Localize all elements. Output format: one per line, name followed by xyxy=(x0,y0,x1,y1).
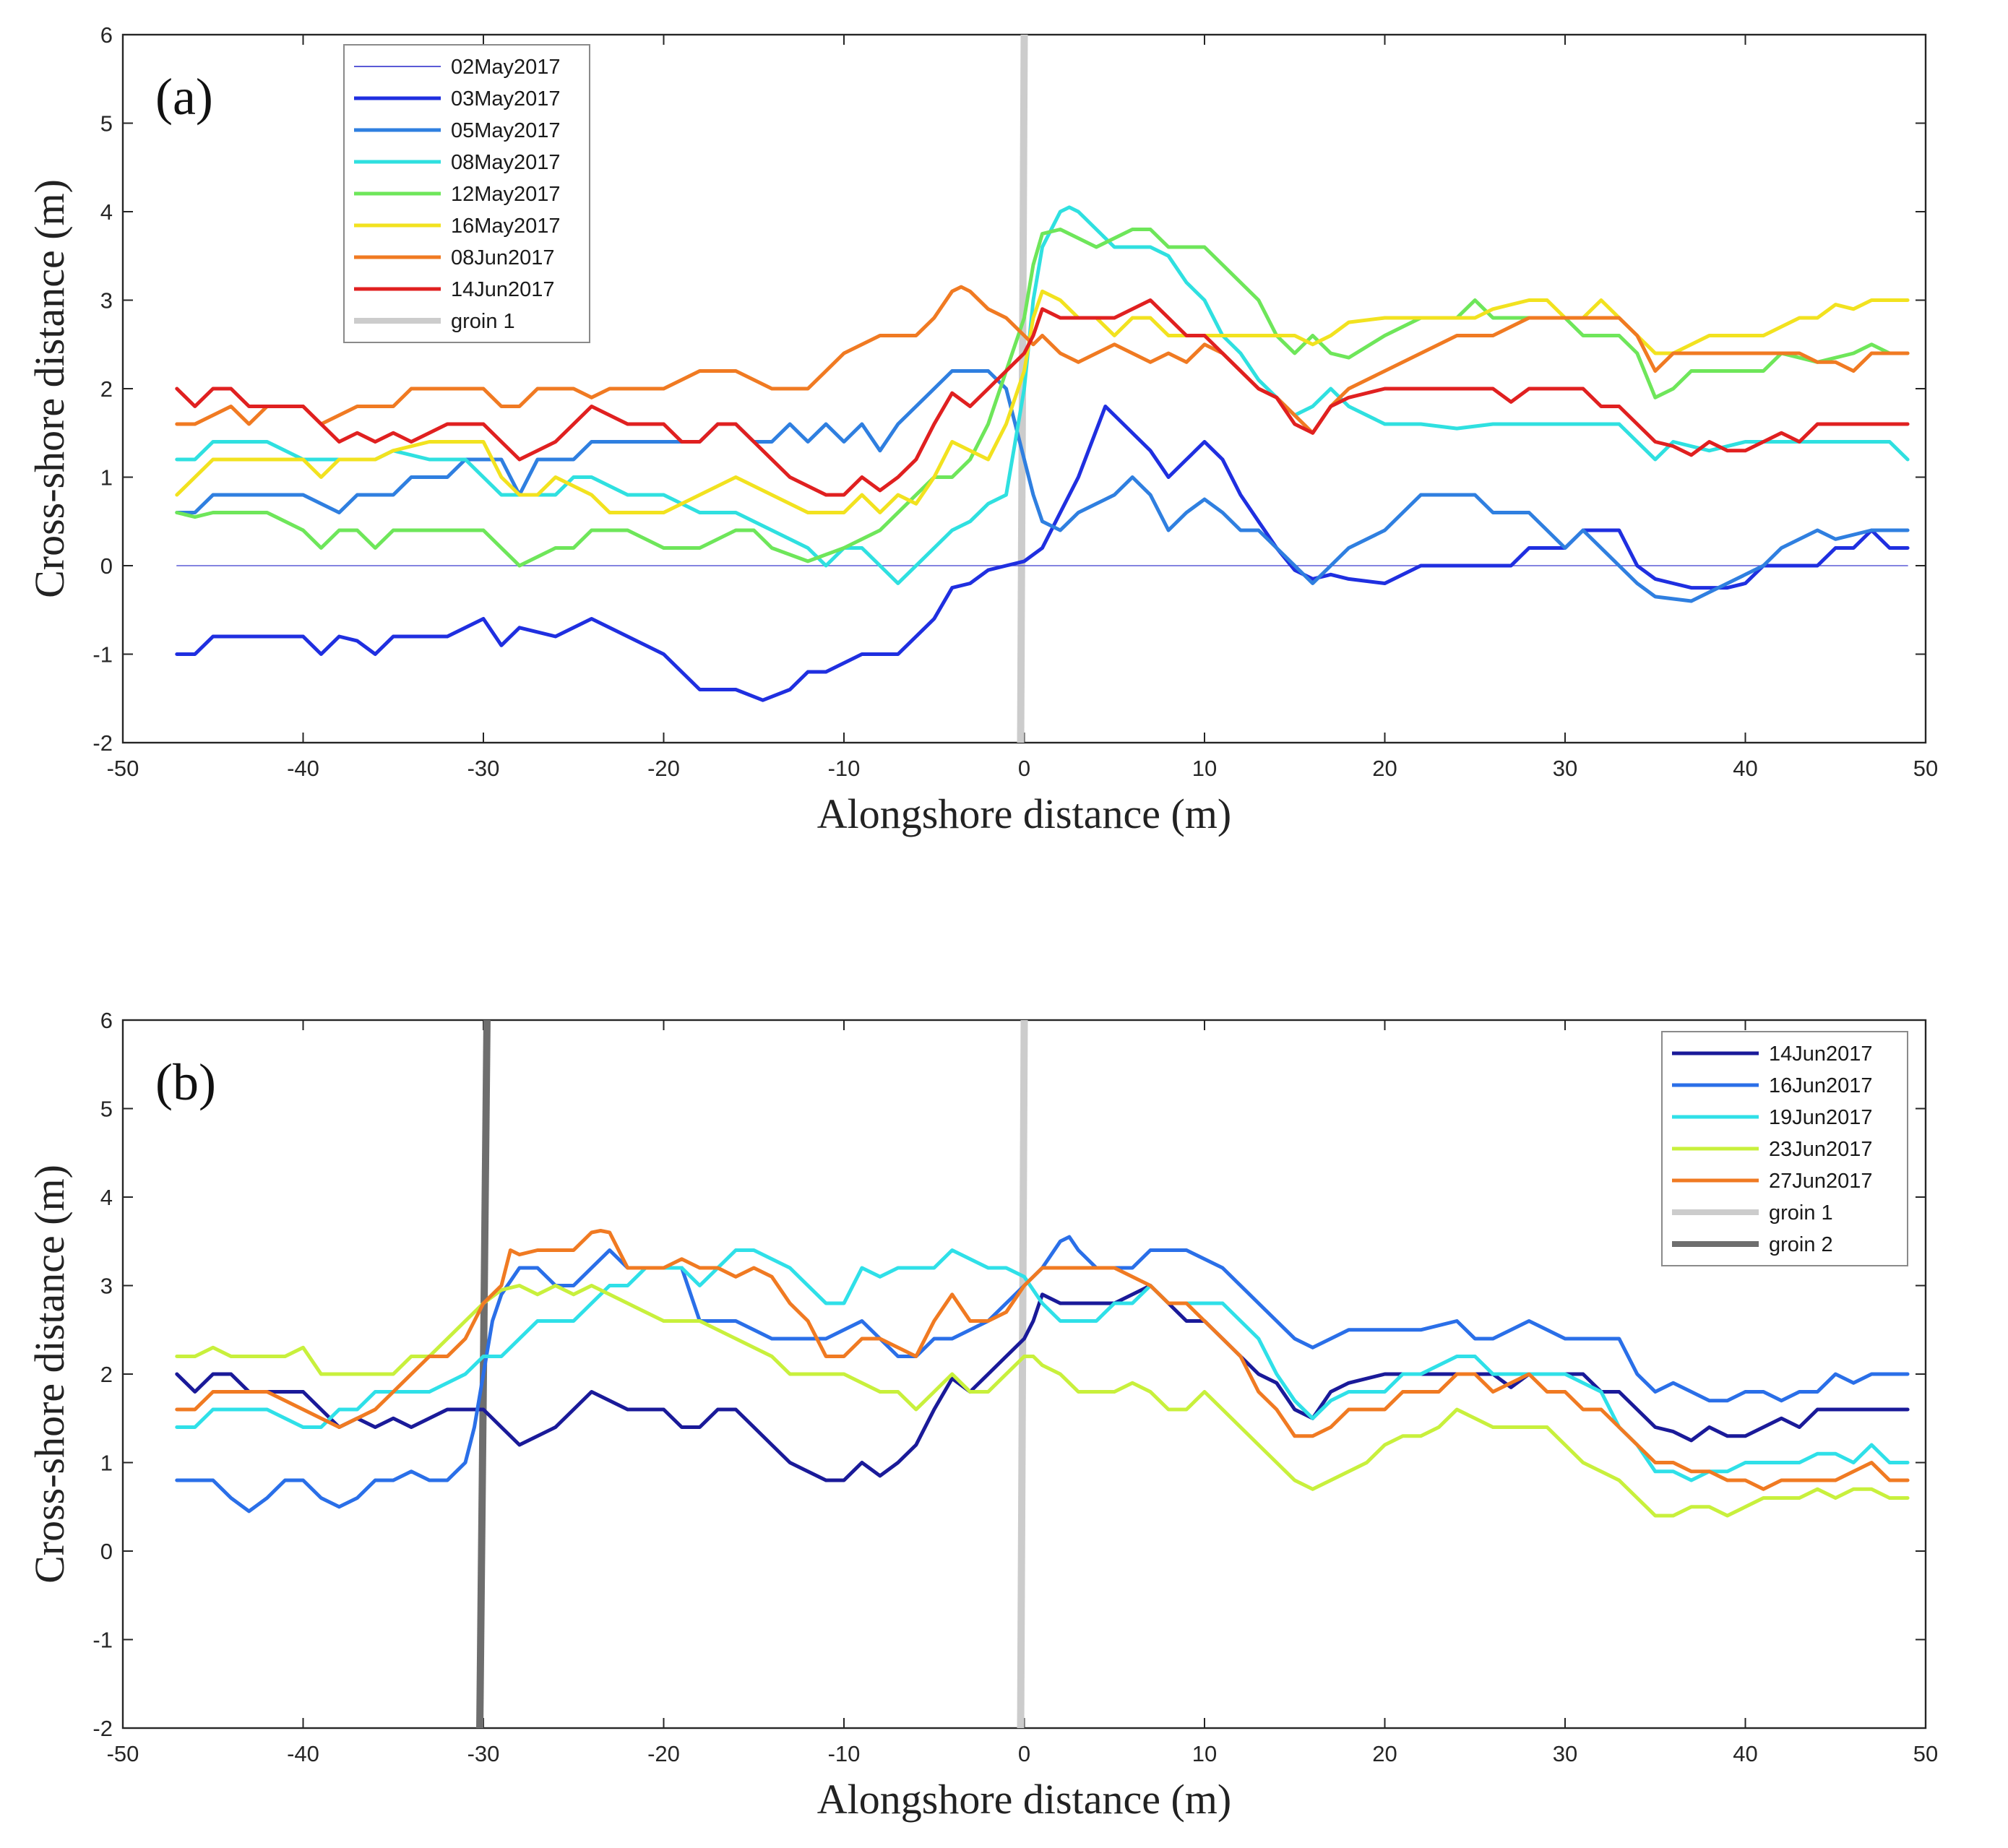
legend-label: 16Jun2017 xyxy=(1769,1074,1873,1097)
legend-label: 19Jun2017 xyxy=(1769,1106,1873,1129)
y-tick-label: -1 xyxy=(92,1628,113,1653)
x-tick-label: 30 xyxy=(1553,756,1577,781)
x-tick-label: 0 xyxy=(1018,756,1030,781)
series-14Jun2017 xyxy=(175,298,1910,497)
legend-label: groin 1 xyxy=(451,310,515,333)
x-tick-label: -10 xyxy=(828,756,861,781)
legend-label: 08Jun2017 xyxy=(451,246,555,269)
legend-label: 14Jun2017 xyxy=(1769,1042,1873,1066)
x-tick-label: -30 xyxy=(467,1741,500,1766)
legend-label: 02May2017 xyxy=(451,56,561,79)
series-05May2017 xyxy=(175,369,1910,603)
y-axis-label: Cross-shore distance (m) xyxy=(26,1165,73,1584)
panel-label: (b) xyxy=(155,1053,216,1111)
panel-b: -50 -40 -30 -20 -10 0 10 20 30 40 50-2-10123456(b)… xyxy=(26,1008,1938,1823)
x-tick-label: -20 xyxy=(647,756,680,781)
x-tick-label: -50 xyxy=(107,1741,139,1766)
y-tick-label: 1 xyxy=(100,465,113,491)
x-tick-label: 20 xyxy=(1372,756,1397,781)
x-axis-label: Alongshore distance (m) xyxy=(817,790,1231,837)
y-tick-label: 4 xyxy=(100,1185,113,1210)
panel-a: -50 -40 -30 -20 -10 0 10 20 30 40 50-2-10123456(a)… xyxy=(26,22,1938,837)
x-tick-label: -40 xyxy=(287,756,319,781)
series-03May2017 xyxy=(175,405,1910,702)
x-tick-label: -30 xyxy=(467,756,500,781)
legend-label: 05May2017 xyxy=(451,119,561,142)
y-tick-label: 3 xyxy=(100,1274,113,1299)
y-tick-label: 5 xyxy=(100,111,113,137)
y-tick-label: -2 xyxy=(92,730,113,756)
series-16Jun2017 xyxy=(175,1235,1910,1514)
x-tick-label: -50 xyxy=(107,756,139,781)
x-tick-label: -20 xyxy=(647,1741,680,1766)
legend-label: 03May2017 xyxy=(451,87,561,111)
y-tick-label: 2 xyxy=(100,376,113,402)
x-tick-label: 10 xyxy=(1192,756,1217,781)
y-tick-label: 6 xyxy=(100,22,113,48)
x-tick-label: 40 xyxy=(1733,1741,1757,1766)
y-tick-label: 6 xyxy=(100,1008,113,1033)
y-tick-label: 3 xyxy=(100,288,113,314)
y-tick-label: 1 xyxy=(100,1451,113,1476)
y-tick-label: 2 xyxy=(100,1362,113,1387)
x-tick-label: 40 xyxy=(1733,756,1757,781)
legend-label: groin 1 xyxy=(1769,1201,1833,1225)
x-tick-label: -40 xyxy=(287,1741,319,1766)
y-tick-label: -1 xyxy=(92,642,113,668)
legend-label: 23Jun2017 xyxy=(1769,1138,1873,1161)
x-tick-label: 50 xyxy=(1913,1741,1938,1766)
legend: 14Jun2017 16Jun2017 19Jun2017 23Jun2017 27Ju… xyxy=(1661,1031,1908,1266)
legend-label: groin 2 xyxy=(1769,1233,1833,1256)
series-27Jun2017 xyxy=(175,1229,1910,1491)
legend-label: 08May2017 xyxy=(451,151,561,174)
series-12May2017 xyxy=(175,228,1910,568)
legend-label: 14Jun2017 xyxy=(451,278,555,301)
series-08Jun2017 xyxy=(175,285,1910,435)
x-axis-label: Alongshore distance (m) xyxy=(817,1776,1231,1823)
x-tick-label: -10 xyxy=(828,1741,861,1766)
y-tick-label: 0 xyxy=(100,553,113,579)
panel-label: (a) xyxy=(155,68,213,126)
x-tick-label: 50 xyxy=(1913,756,1938,781)
legend-label: 12May2017 xyxy=(451,183,561,206)
y-axis-label: Cross-shore distance (m) xyxy=(26,179,73,598)
legend: 02May2017 03May2017 05May2017 08May2017 12Ma… xyxy=(343,44,590,343)
legend-label: 16May2017 xyxy=(451,215,561,238)
y-tick-label: -2 xyxy=(92,1716,113,1741)
x-tick-label: 20 xyxy=(1372,1741,1397,1766)
x-tick-label: 30 xyxy=(1553,1741,1577,1766)
y-tick-label: 4 xyxy=(100,199,113,225)
groin-1-line xyxy=(1017,1019,1028,1729)
y-tick-label: 0 xyxy=(100,1539,113,1564)
x-tick-label: 0 xyxy=(1018,1741,1030,1766)
y-tick-label: 5 xyxy=(100,1097,113,1122)
legend-label: 27Jun2017 xyxy=(1769,1170,1873,1193)
x-tick-label: 10 xyxy=(1192,1741,1217,1766)
